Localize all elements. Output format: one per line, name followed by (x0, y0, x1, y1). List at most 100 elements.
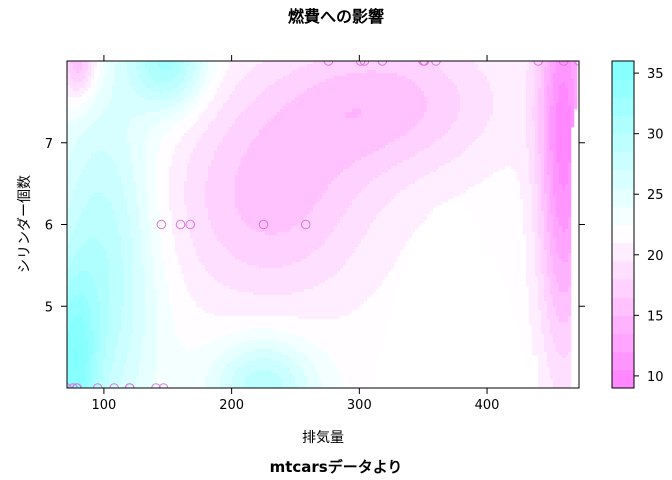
heatmap-cell (151, 241, 155, 245)
heatmap-cell (151, 214, 155, 218)
heatmap-cell (145, 232, 149, 236)
heatmap-cell (196, 67, 200, 71)
heatmap-cell (97, 217, 101, 221)
heatmap-cell (169, 121, 173, 125)
heatmap-cell (181, 334, 185, 338)
heatmap-cell (97, 193, 101, 197)
heatmap-cell (85, 79, 89, 83)
heatmap-cell (199, 220, 203, 224)
heatmap-cell (178, 82, 182, 86)
heatmap-cell (169, 364, 173, 368)
heatmap-cell (145, 67, 149, 71)
heatmap-cell (160, 148, 164, 152)
heatmap-cell (142, 370, 146, 374)
heatmap-cell (100, 169, 104, 173)
heatmap-cell (130, 316, 134, 320)
heatmap-cell (175, 193, 179, 197)
heatmap-cell (148, 232, 152, 236)
heatmap-cell (100, 262, 104, 266)
heatmap-cell (103, 235, 107, 239)
heatmap-cell (76, 355, 80, 359)
heatmap-cell (94, 355, 98, 359)
heatmap-cell (202, 289, 206, 293)
heatmap-cell (88, 139, 92, 143)
heatmap-cell (103, 73, 107, 77)
heatmap-cell (106, 256, 110, 260)
heatmap-cell (181, 79, 185, 83)
heatmap-cell (172, 238, 176, 242)
heatmap-cell (202, 118, 206, 122)
heatmap-cell (163, 298, 167, 302)
heatmap-cell (82, 256, 86, 260)
heatmap-cell (88, 196, 92, 200)
heatmap-cell (178, 202, 182, 206)
heatmap-cell (79, 379, 83, 383)
heatmap-cell (169, 367, 173, 371)
heatmap-cell (112, 130, 116, 134)
heatmap-cell (187, 346, 191, 350)
heatmap-cell (139, 328, 143, 332)
heatmap-cell (169, 154, 173, 158)
heatmap-cell (112, 124, 116, 128)
heatmap-cell (139, 295, 143, 299)
heatmap-cell (73, 307, 77, 311)
heatmap-cell (187, 115, 191, 119)
heatmap-cell (118, 61, 122, 65)
heatmap-cell (190, 244, 194, 248)
heatmap-cell (97, 253, 101, 257)
heatmap-cell (136, 370, 140, 374)
heatmap-cell (115, 103, 119, 107)
heatmap-cell (91, 259, 95, 263)
heatmap-cell (118, 355, 122, 359)
heatmap-cell (145, 307, 149, 311)
heatmap-cell (109, 271, 113, 275)
heatmap-cell (139, 127, 143, 131)
heatmap-cell (115, 115, 119, 119)
heatmap-cell (181, 217, 185, 221)
heatmap-cell (136, 325, 140, 329)
heatmap-cell (199, 313, 203, 317)
heatmap-cell (163, 364, 167, 368)
heatmap-cell (79, 109, 83, 113)
heatmap-cell (139, 379, 143, 383)
heatmap-cell (127, 280, 131, 284)
heatmap-cell (70, 268, 74, 272)
heatmap-cell (115, 334, 119, 338)
heatmap-cell (148, 211, 152, 215)
heatmap-cell (124, 133, 128, 137)
heatmap-cell (172, 286, 176, 290)
heatmap-cell (130, 94, 134, 98)
heatmap-cell (106, 157, 110, 161)
heatmap-cell (100, 229, 104, 233)
heatmap-cell (187, 70, 191, 74)
heatmap-cell (100, 361, 104, 365)
heatmap-cell (181, 85, 185, 89)
heatmap-cell (124, 175, 128, 179)
heatmap-cell (136, 349, 140, 353)
heatmap-cell (133, 319, 137, 323)
heatmap-cell (103, 307, 107, 311)
heatmap-cell (166, 103, 170, 107)
heatmap-cell (163, 106, 167, 110)
heatmap-cell (193, 244, 197, 248)
heatmap-cell (169, 358, 173, 362)
heatmap-cell (151, 325, 155, 329)
heatmap-cell (133, 232, 137, 236)
heatmap-cell (73, 136, 77, 140)
heatmap-cell (187, 136, 191, 140)
heatmap-cell (115, 337, 119, 341)
heatmap-cell (76, 313, 80, 317)
heatmap-cell (151, 352, 155, 356)
heatmap-cell (109, 364, 113, 368)
heatmap-cell (181, 178, 185, 182)
heatmap-cell (181, 115, 185, 119)
heatmap-cell (166, 289, 170, 293)
heatmap-cell (97, 334, 101, 338)
heatmap-cell (145, 343, 149, 347)
heatmap-cell (154, 289, 158, 293)
heatmap-cell (148, 259, 152, 263)
heatmap-cell (190, 256, 194, 260)
heatmap-cell (136, 319, 140, 323)
heatmap-cell (160, 184, 164, 188)
heatmap-cell (172, 259, 176, 263)
